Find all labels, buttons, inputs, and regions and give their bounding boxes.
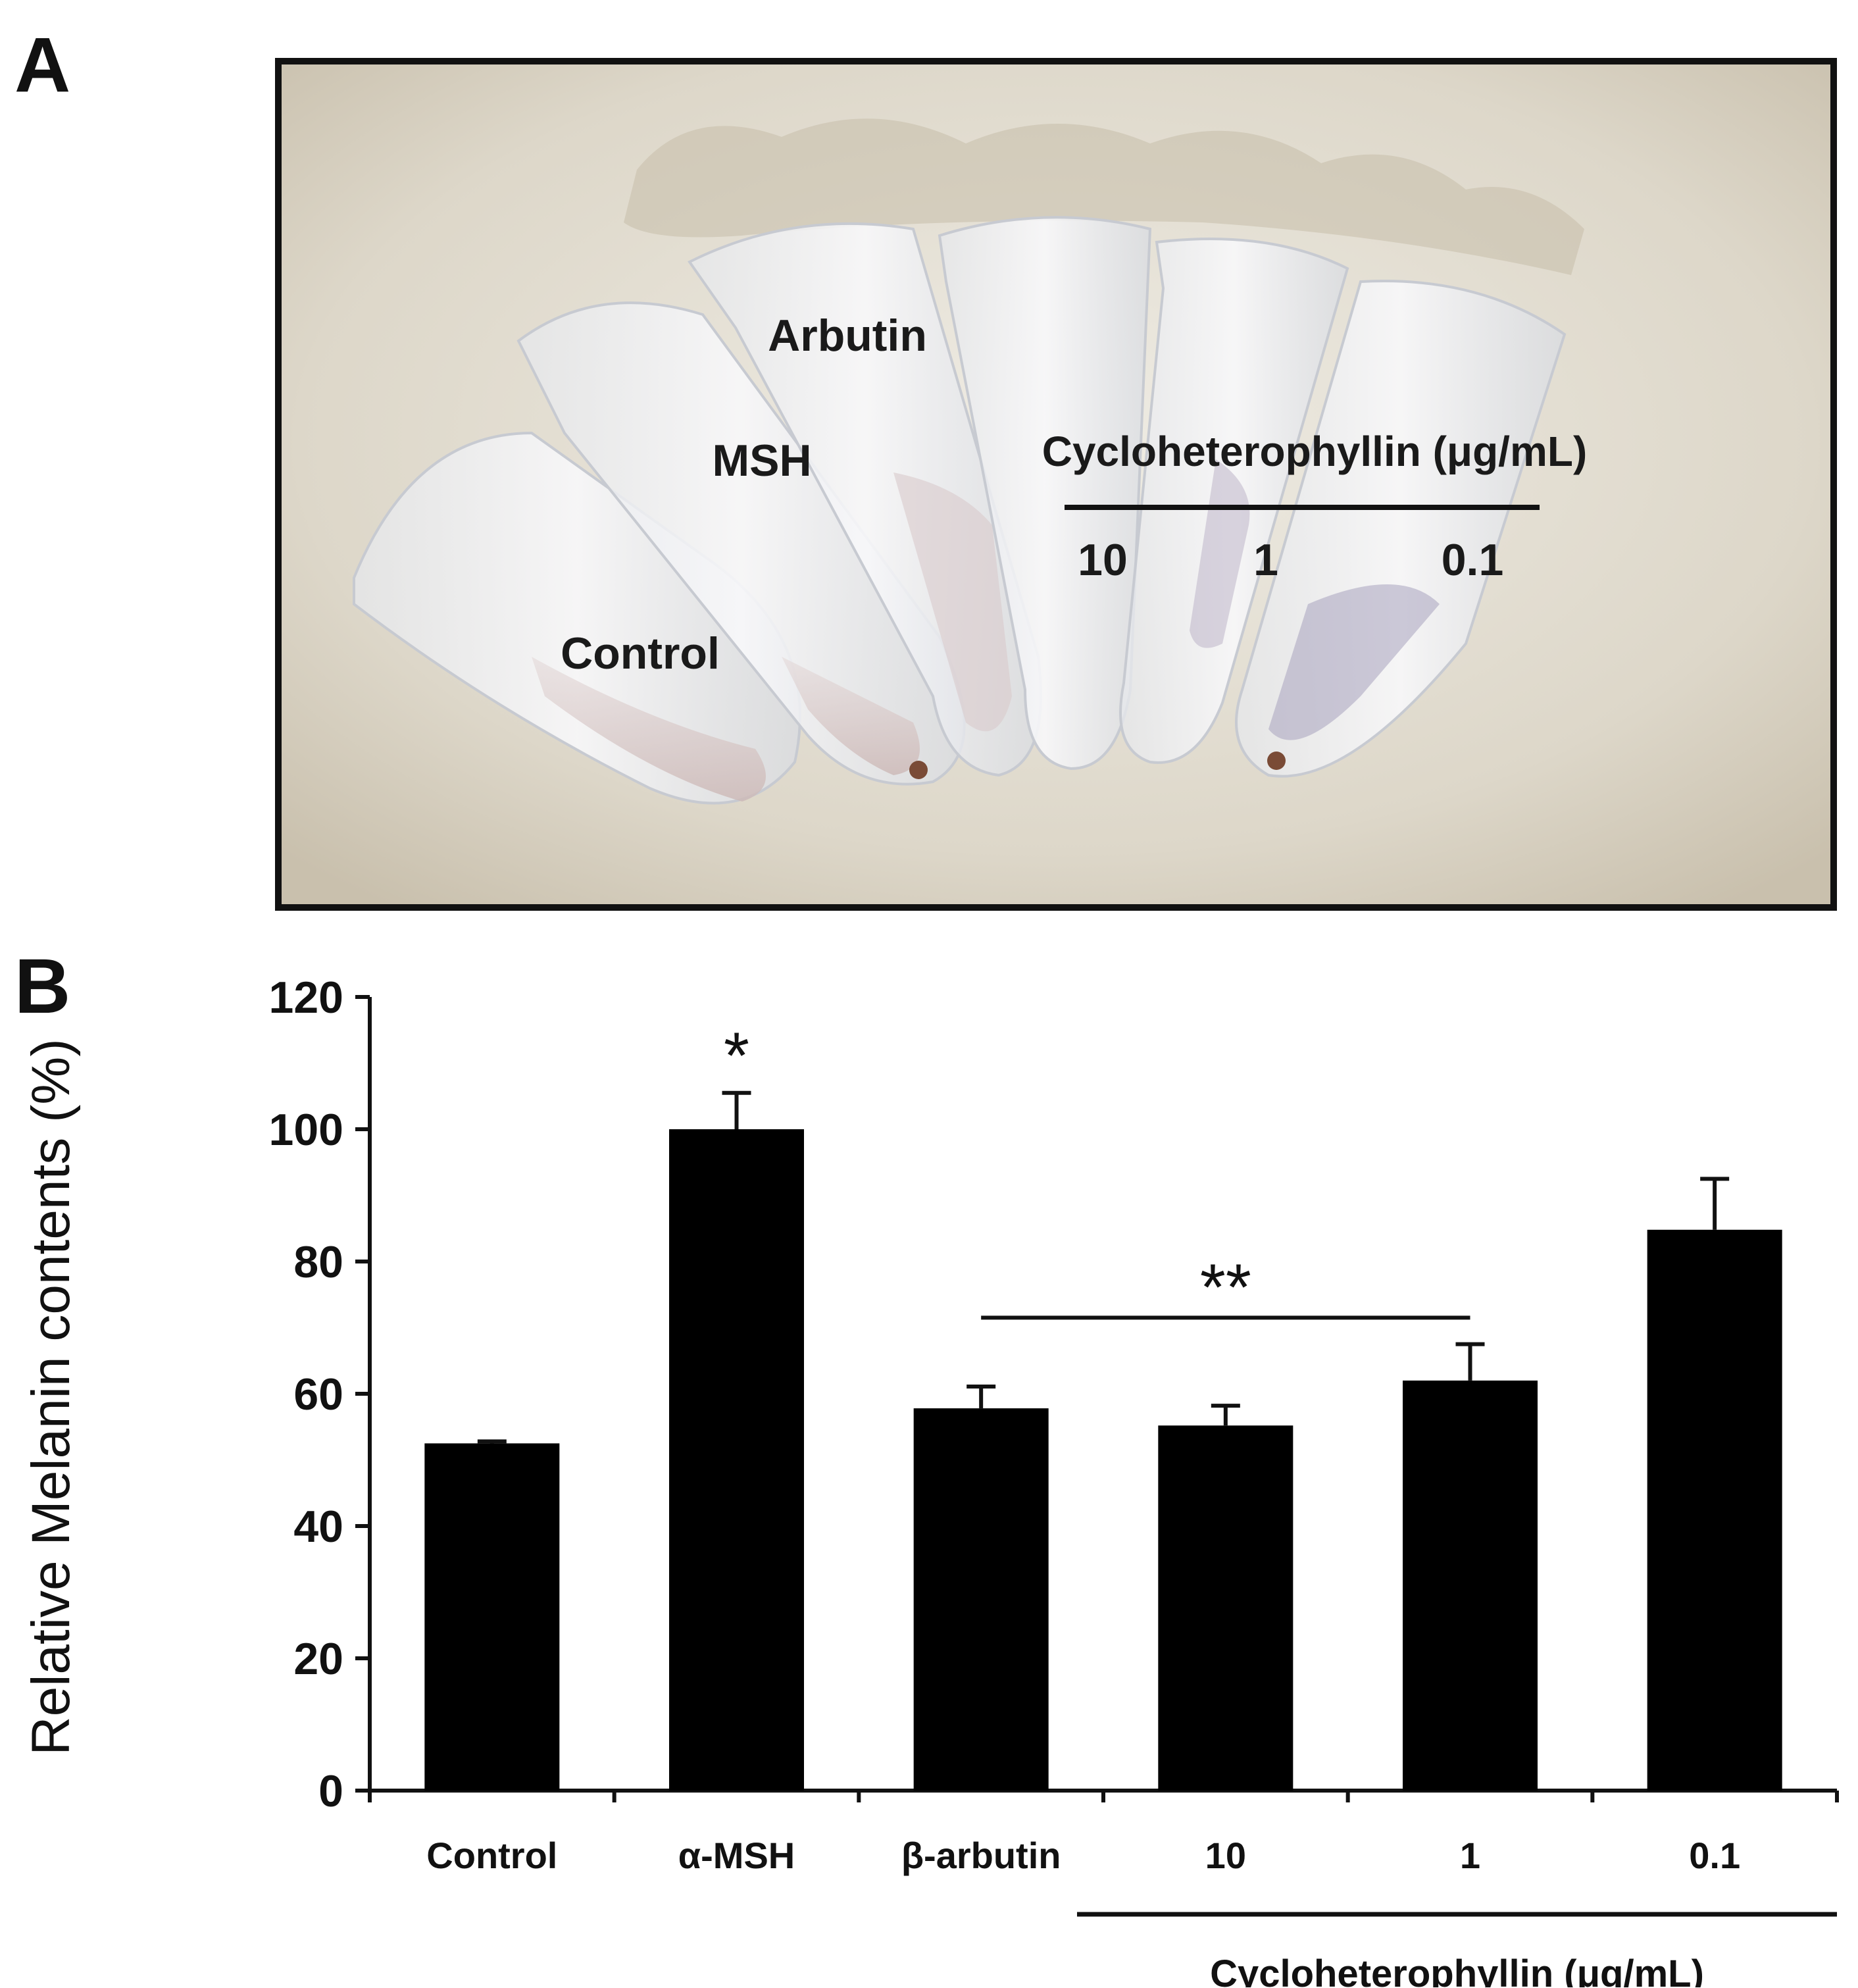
group-bracket: Cycloheterophyllin (μg/mL) [1077,1912,1837,1987]
error-bars [477,1090,1730,1444]
significance-marker: * [724,1019,749,1093]
x-tick-label: β-arbutin [901,1835,1061,1876]
label-msh: MSH [712,436,811,486]
y-tick-label: 120 [269,973,343,1023]
label-dose-1: 1 [1253,535,1278,585]
x-tick-label: 1 [1460,1835,1480,1876]
group-label: Cycloheterophyllin (μg/mL) [1210,1952,1704,1987]
y-tick-label: 100 [269,1105,343,1155]
tube-photo: Arbutin MSH Control Cycloheterophyllin (… [275,58,1837,911]
x-tick-label: Control [426,1835,557,1876]
bar [424,1443,560,1791]
x-tick-label: 0.1 [1689,1835,1740,1876]
bar-chart: 0 20 40 60 80 100 120 Control α-MSH β-arbutin 10 1… [21,973,1839,1987]
bar [1403,1380,1538,1791]
tube-shadow [624,118,1584,275]
tube-control [353,431,801,805]
tube-dose-0.1 [1235,280,1567,778]
tube-photo-drawing: Arbutin MSH Control Cycloheterophyllin (… [282,64,1830,904]
annotations: *** [724,1019,1470,1324]
x-axis: Control α-MSH β-arbutin 10 1 0.1 [368,1789,1839,1876]
y-tick-label: 20 [293,1634,343,1684]
significance-marker: ** [1200,1250,1251,1324]
y-tick-label: 60 [293,1369,343,1419]
bar [1647,1229,1782,1791]
y-tick-label: 0 [318,1766,343,1816]
tube-dose-10 [938,216,1152,771]
y-axis-label: Relative Melanin contents (%) [21,1038,81,1755]
panel-b-letter: B [14,943,71,1030]
panel-a-letter: A [14,22,71,109]
x-tick-label: α-MSH [678,1835,795,1876]
label-control: Control [561,628,720,678]
label-dose-0.1: 0.1 [1442,535,1504,585]
bar [913,1408,1049,1791]
x-tick-label: 10 [1205,1835,1246,1876]
y-tick-label: 40 [293,1502,343,1552]
bar [669,1129,804,1791]
label-arbutin: Arbutin [768,311,927,361]
bar [1158,1425,1293,1791]
y-tick-label: 80 [293,1237,343,1287]
label-cycloheterophyllin: Cycloheterophyllin (μg/mL) [1042,428,1588,475]
y-axis: 0 20 40 60 80 100 120 [269,973,372,1816]
tube-arbutin [688,222,1042,777]
bars [424,1129,1782,1791]
label-dose-10: 10 [1078,535,1128,585]
